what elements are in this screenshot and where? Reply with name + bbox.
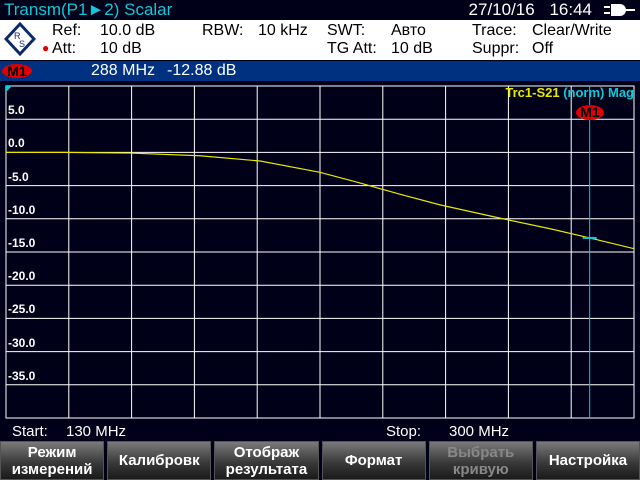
start-value: 130 MHz (66, 423, 127, 440)
softkey-select-trace: Выбрать кривую (428, 441, 533, 480)
softkey-setup[interactable]: Настройка (535, 441, 640, 480)
y-tick-label: 5.0 (8, 103, 25, 118)
legend-trace: Trc1-S21 (505, 85, 560, 100)
plug-icon (604, 4, 635, 16)
legend-format: Mag (608, 85, 634, 100)
svg-text:S: S (19, 39, 25, 49)
time: 16:44 (549, 0, 592, 19)
marker-plot-badge[interactable]: M1 (576, 105, 604, 120)
suppr-value: Off (532, 40, 554, 57)
y-tick-label: -15.0 (8, 236, 36, 250)
marker-frequency: 288 MHz (91, 62, 156, 79)
stop-label: Stop: (386, 423, 422, 440)
y-tick-label: -5.0 (8, 169, 29, 184)
att-indicator-dot: ● (42, 41, 50, 55)
trace-value: Clear/Write (532, 22, 612, 39)
trace-legend: Trc1-S21 (norm) Mag (505, 85, 634, 100)
start-label: Start: (12, 423, 48, 440)
marker-readout-bar: M1 288 MHz -12.88 dB (0, 61, 640, 81)
legend-norm: (norm) (563, 85, 605, 100)
ref-value: 10.0 dB (100, 22, 156, 39)
frequency-span-bar: Start: 130 MHz Stop: 300 MHz (0, 423, 640, 441)
rbw-label: RBW: (202, 22, 244, 39)
trace-label: Trace: (472, 22, 517, 39)
y-tick-label: 0.0 (8, 136, 25, 151)
marker-level: -12.88 dB (167, 62, 237, 79)
y-tick-label: -25.0 (8, 302, 36, 317)
stop-value: 300 MHz (449, 423, 510, 440)
softkey-bar: Режим измерений Калибровк Отображ резуль… (0, 441, 640, 480)
rbw-value: 10 kHz (258, 22, 308, 39)
softkey-result-display[interactable]: Отображ результата (214, 441, 319, 480)
swt-label: SWT: (327, 22, 366, 39)
ref-level-arrow (6, 86, 12, 92)
measurement-title: Transm(P1►2) Scalar (0, 0, 640, 20)
tg-att-label: TG Att: (327, 40, 377, 57)
att-value: 10 dB (100, 40, 142, 57)
swt-value: Авто (391, 22, 426, 39)
y-tick-label: -30.0 (8, 335, 36, 350)
marker-badge[interactable]: M1 (2, 64, 32, 78)
softkey-format[interactable]: Формат (321, 441, 426, 480)
title-text: Transm(P1►2) Scalar (4, 0, 173, 19)
ref-label: Ref: (52, 22, 82, 39)
rohde-schwarz-logo: RS (4, 22, 36, 56)
softkey-calibration[interactable]: Калибровк (107, 441, 212, 480)
trace-plot[interactable] (0, 82, 640, 424)
y-tick-label: -20.0 (8, 269, 36, 284)
svg-text:R: R (14, 31, 21, 41)
att-label: Att: (52, 40, 77, 57)
trace-s21 (6, 151, 635, 250)
suppr-label: Suppr: (472, 40, 520, 57)
tg-att-value: 10 dB (391, 40, 433, 57)
softkey-measure-mode[interactable]: Режим измерений (0, 441, 105, 480)
datetime: 27/10/16 16:44 (469, 0, 592, 20)
date: 27/10/16 (468, 0, 535, 19)
y-tick-label: -10.0 (8, 202, 36, 217)
y-tick-label: -35.0 (8, 368, 36, 383)
